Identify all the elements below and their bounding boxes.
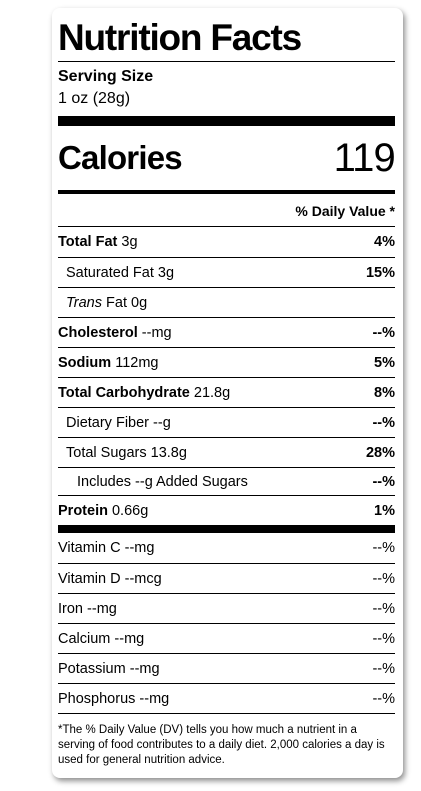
nutrient-amount: --mg bbox=[87, 600, 117, 617]
nutrient-name: Sodium bbox=[58, 354, 112, 371]
nutrient-row: Vitamin D --mcg --% bbox=[58, 563, 395, 593]
title: Nutrition Facts bbox=[58, 8, 395, 62]
nutrient-row: Total Carbohydrate 21.8g 8% bbox=[58, 377, 395, 407]
nutrient-label: Total Sugars 13.8g bbox=[58, 445, 187, 461]
dv-header: % Daily Value * bbox=[58, 194, 395, 227]
nutrient-list: Total Fat 3g 4% Saturated Fat 3g 15% Trans F… bbox=[58, 227, 395, 525]
nutrient-name: Saturated Fat bbox=[66, 264, 154, 281]
nutrient-label: Calcium --mg bbox=[58, 631, 144, 647]
daily-value: --% bbox=[372, 570, 395, 587]
nutrient-row: Cholesterol --mg --% bbox=[58, 317, 395, 347]
nutrient-name: Calcium bbox=[58, 630, 111, 647]
nutrient-name: Iron bbox=[58, 600, 83, 617]
nutrient-name: Vitamin C bbox=[58, 540, 121, 556]
nutrient-label: Saturated Fat 3g bbox=[58, 265, 174, 281]
nutrient-amount: --mg bbox=[141, 324, 172, 341]
daily-value: --% bbox=[372, 690, 395, 707]
nutrient-row: Total Fat 3g 4% bbox=[58, 227, 395, 257]
nutrient-amount: 3g bbox=[121, 234, 138, 250]
nutrient-name: Phosphorus bbox=[58, 690, 136, 707]
daily-value: 4% bbox=[374, 234, 395, 250]
daily-value: --% bbox=[372, 540, 395, 556]
nutrient-name: Protein bbox=[58, 502, 108, 519]
nutrient-row: Vitamin C --mg --% bbox=[58, 533, 395, 563]
nutrient-row: Sodium 112mg 5% bbox=[58, 347, 395, 377]
nutrient-label: Trans Fat 0g bbox=[58, 295, 147, 311]
nutrient-row: Trans Fat 0g bbox=[58, 287, 395, 317]
nutrient-name: Total Fat bbox=[58, 234, 118, 250]
nutrient-amount: 112mg bbox=[115, 354, 159, 371]
nutrient-label: Total Carbohydrate 21.8g bbox=[58, 385, 230, 401]
nutrient-amount: --mcg bbox=[124, 570, 162, 587]
nutrient-amount: --mg bbox=[114, 630, 145, 647]
footnote: *The % Daily Value (DV) tells you how mu… bbox=[58, 713, 395, 768]
nutrient-label: Sodium 112mg bbox=[58, 355, 158, 371]
nutrient-name: Total Sugars bbox=[66, 444, 147, 461]
nutrient-label: Iron --mg bbox=[58, 601, 117, 617]
daily-value: --% bbox=[372, 630, 395, 647]
nutrient-amount: --mg bbox=[124, 540, 155, 556]
nutrient-label: Cholesterol --mg bbox=[58, 325, 172, 341]
nutrient-label: Includes --g Added Sugars bbox=[58, 474, 248, 490]
nutrient-row: Includes --g Added Sugars --% bbox=[58, 467, 395, 495]
daily-value: 1% bbox=[374, 502, 395, 519]
nutrient-row: Phosphorus --mg --% bbox=[58, 683, 395, 713]
nutrient-name-italic: Trans bbox=[66, 294, 102, 311]
daily-value: --% bbox=[372, 600, 395, 617]
nutrient-row: Potassium --mg --% bbox=[58, 653, 395, 683]
nutrient-amount: --g bbox=[153, 414, 171, 431]
calories-value: 119 bbox=[333, 135, 396, 180]
daily-value: 28% bbox=[365, 444, 395, 461]
daily-value: --% bbox=[372, 324, 395, 341]
nutrient-name: Fat bbox=[106, 294, 127, 311]
nutrient-label: Total Fat 3g bbox=[58, 234, 138, 250]
nutrient-name: Cholesterol bbox=[58, 324, 138, 341]
nutrient-label: Phosphorus --mg bbox=[58, 691, 169, 707]
nutrient-amount: 13.8g bbox=[150, 444, 187, 461]
nutrient-amount: --mg bbox=[139, 690, 170, 707]
nutrient-row: Protein 0.66g 1% bbox=[58, 495, 395, 525]
nutrient-name: Potassium bbox=[58, 660, 126, 677]
serving-value: 1 oz (28g) bbox=[58, 90, 131, 107]
daily-value: 8% bbox=[374, 384, 395, 401]
nutrient-name: Total Carbohydrate bbox=[58, 384, 190, 401]
serving-label: Serving Size bbox=[58, 68, 154, 85]
nutrient-name: Dietary Fiber bbox=[66, 414, 149, 431]
vitamin-list: Vitamin C --mg --% Vitamin D --mcg --% Iron … bbox=[58, 533, 395, 713]
divider bbox=[58, 525, 395, 533]
nutrient-row: Calcium --mg --% bbox=[58, 623, 395, 653]
nutrient-label: Dietary Fiber --g bbox=[58, 415, 171, 431]
daily-value: --% bbox=[372, 660, 395, 677]
nutrient-amount: 0g bbox=[131, 294, 148, 311]
nutrient-row: Dietary Fiber --g --% bbox=[58, 407, 395, 437]
nutrient-name: Vitamin D bbox=[58, 570, 121, 587]
divider bbox=[58, 190, 395, 194]
calories-label: Calories bbox=[58, 139, 183, 176]
daily-value: 5% bbox=[374, 354, 395, 371]
nutrient-row: Saturated Fat 3g 15% bbox=[58, 257, 395, 287]
nutrient-amount: 3g bbox=[157, 264, 175, 281]
daily-value: --% bbox=[372, 473, 395, 490]
daily-value: 15% bbox=[365, 264, 395, 281]
divider bbox=[58, 116, 395, 126]
nutrient-label: Vitamin D --mcg bbox=[58, 571, 162, 587]
calories-row: Calories 119 bbox=[58, 126, 396, 190]
nutrient-label: Protein 0.66g bbox=[58, 503, 148, 519]
nutrient-label: Vitamin C --mg bbox=[58, 540, 154, 556]
nutrient-amount: 21.8g bbox=[193, 384, 231, 401]
nutrient-amount: 0.66g bbox=[111, 502, 149, 519]
nutrition-label: Nutrition Facts Serving Size 1 oz (28g) … bbox=[52, 8, 403, 778]
nutrient-label: Potassium --mg bbox=[58, 661, 160, 677]
daily-value: --% bbox=[372, 414, 395, 431]
nutrient-name: Includes --g Added Sugars bbox=[77, 473, 248, 490]
nutrient-row: Total Sugars 13.8g 28% bbox=[58, 437, 395, 467]
nutrient-amount: --mg bbox=[129, 660, 160, 677]
nutrient-row: Iron --mg --% bbox=[58, 593, 395, 623]
